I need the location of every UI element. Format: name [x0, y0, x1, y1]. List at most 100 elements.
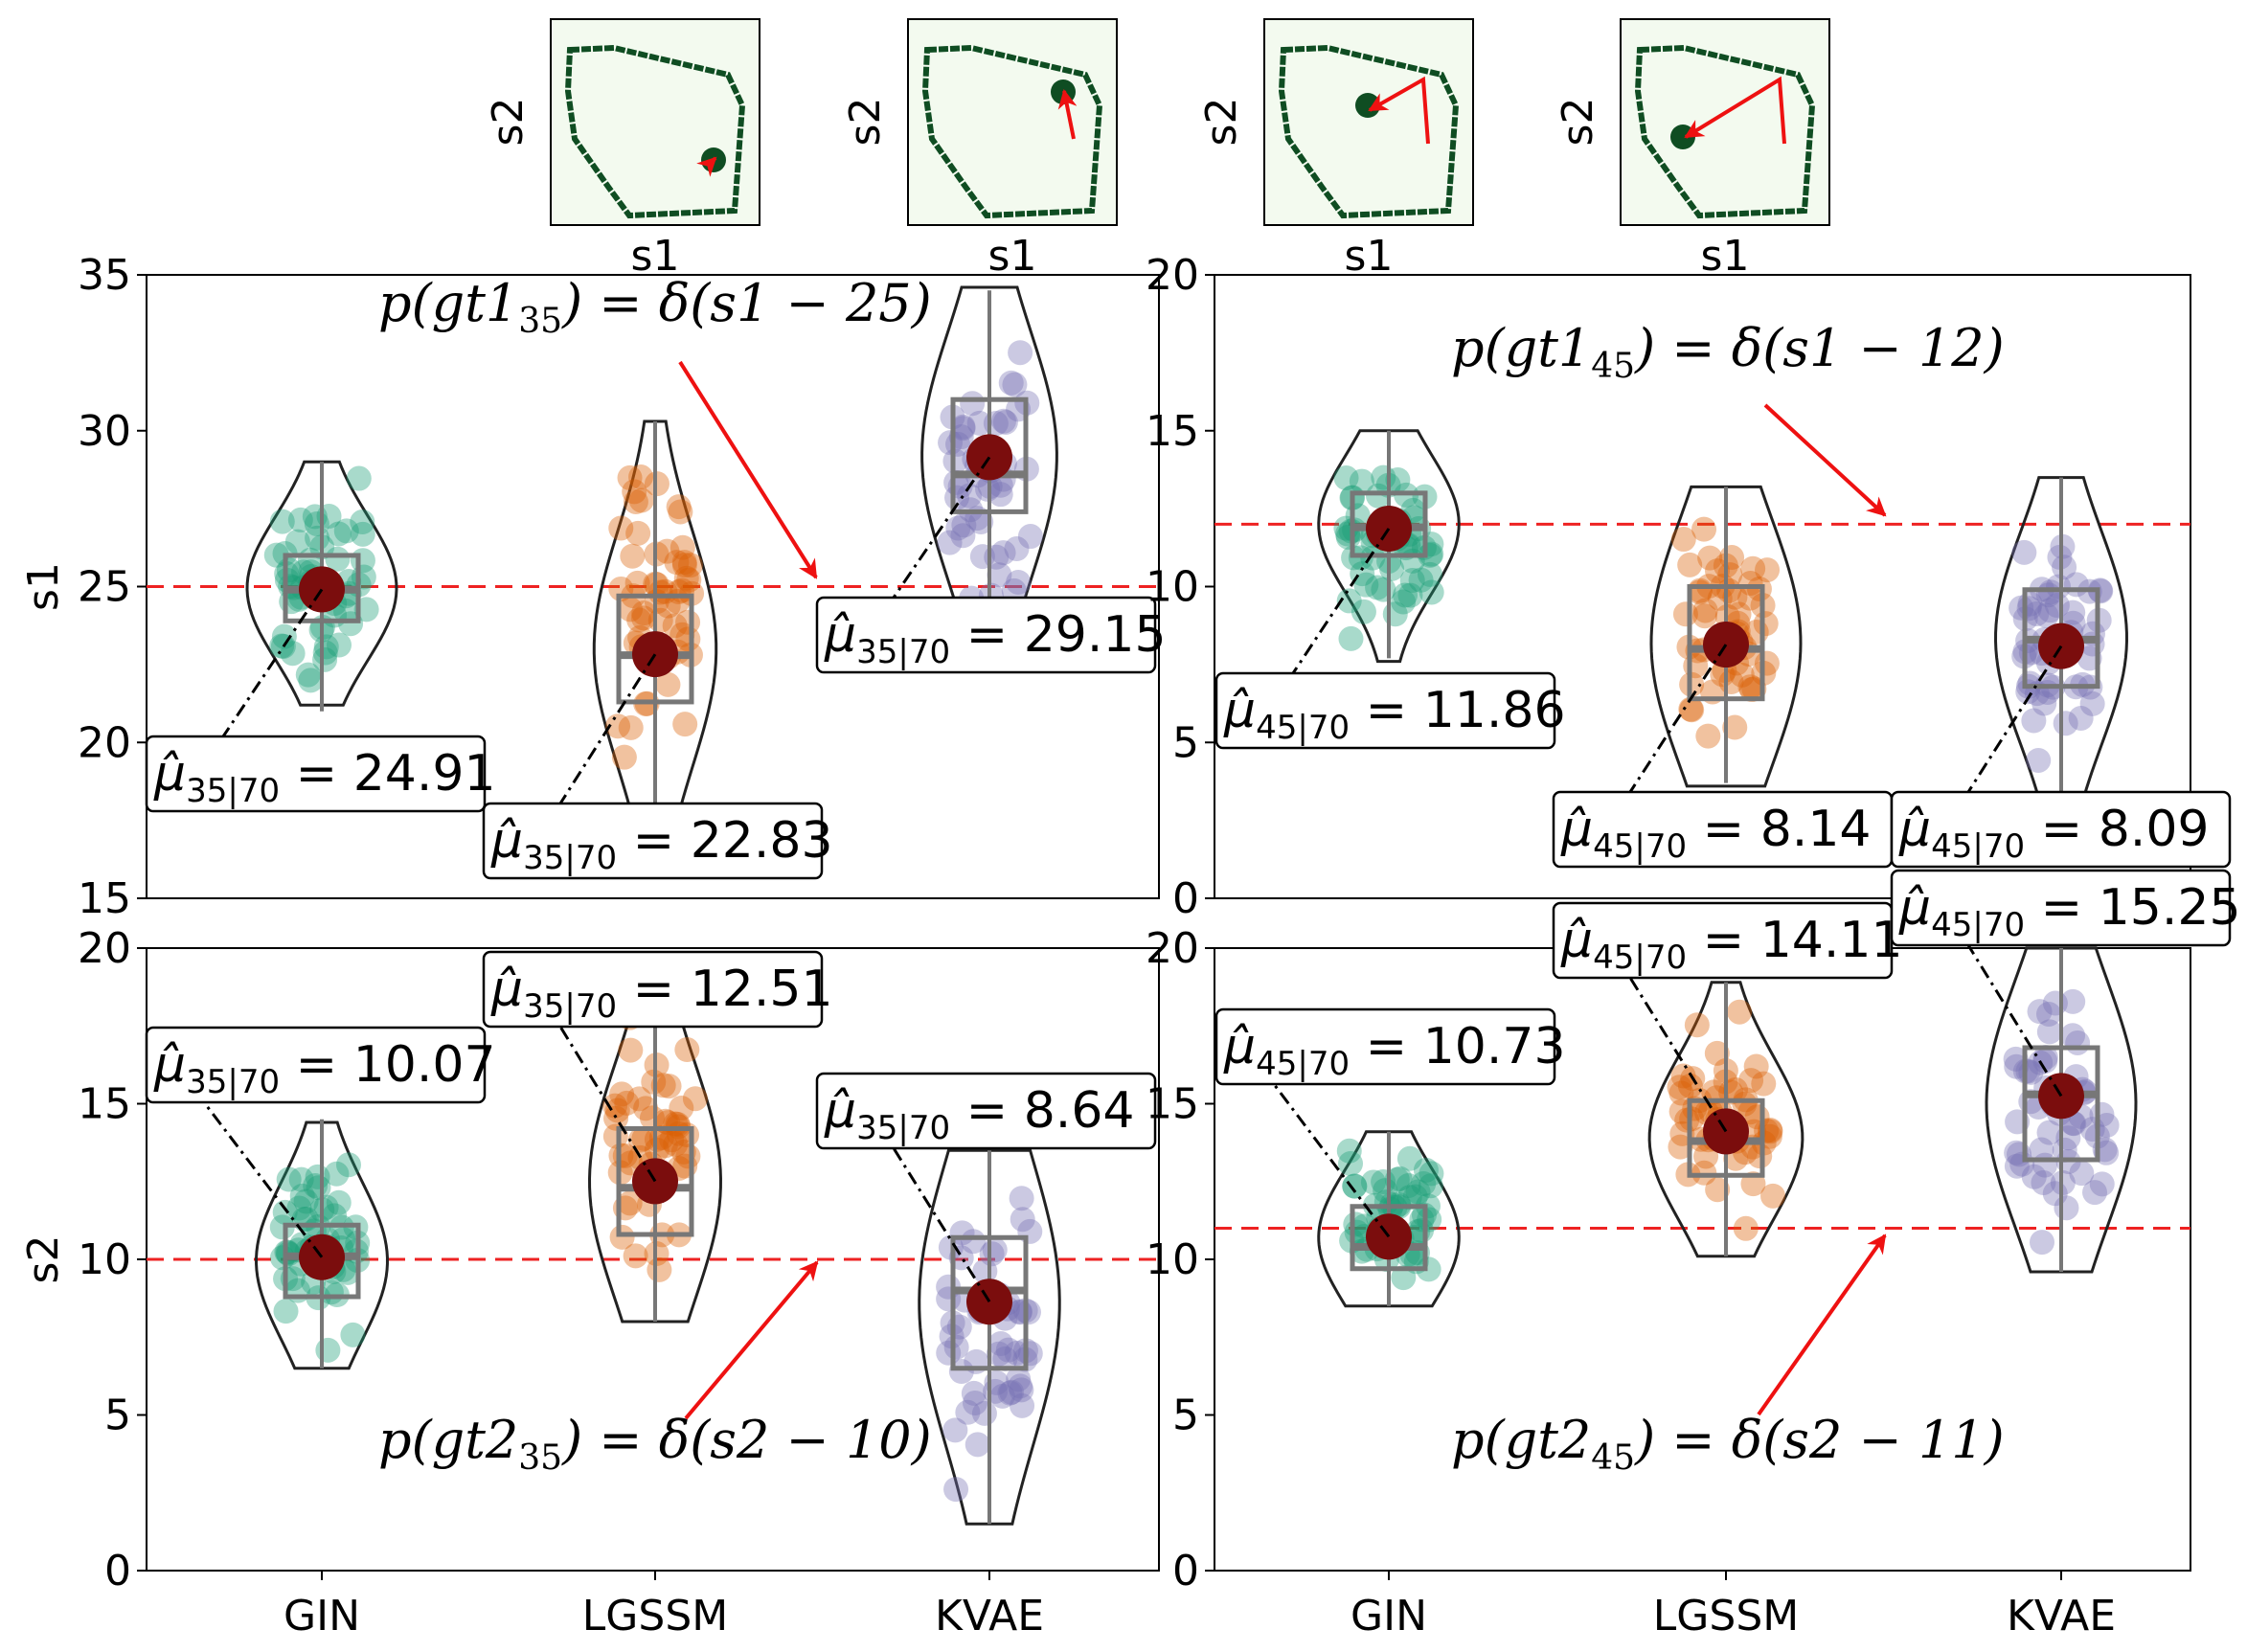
- sample-point: [631, 1125, 657, 1151]
- sample-point: [659, 1127, 685, 1153]
- sample-point: [1751, 1071, 1777, 1097]
- sample-point: [1384, 1166, 1410, 1192]
- violin-outline: [918, 1148, 1061, 1526]
- y-tick-label: 0: [104, 1547, 131, 1595]
- equals-sign: =: [280, 1036, 353, 1094]
- y-tick-label: 20: [78, 924, 131, 973]
- thumbnail-arrow: [1684, 76, 1786, 145]
- sample-point: [263, 542, 289, 568]
- sample-point: [1710, 662, 1736, 688]
- sample-point: [943, 1334, 969, 1360]
- sample-point: [968, 509, 994, 535]
- sample-point: [671, 553, 697, 578]
- sample-point: [1737, 570, 1763, 596]
- mean-label-value: 14.11: [1760, 912, 1903, 969]
- sample-point: [1387, 1165, 1413, 1191]
- sample-point: [1405, 1179, 1431, 1205]
- violin-outline: [255, 1120, 389, 1370]
- sample-point: [1365, 575, 1391, 600]
- sample-point: [2029, 1137, 2054, 1163]
- violin-outline: [1317, 429, 1461, 664]
- mean-label-text: μ̂35|70 = 12.51: [490, 961, 833, 1026]
- mu-hat: μ̂: [824, 1082, 856, 1140]
- sample-point: [623, 1243, 648, 1269]
- sample-point: [662, 613, 688, 639]
- sample-point: [2033, 602, 2059, 628]
- sample-point: [350, 548, 375, 574]
- sample-point: [992, 409, 1018, 435]
- sample-point: [655, 671, 681, 697]
- equals-sign: =: [2025, 879, 2099, 937]
- sample-point: [1418, 1173, 1443, 1199]
- gt-text-post: ) = δ(s2 − 10): [561, 1410, 932, 1470]
- sample-point: [1004, 536, 1030, 562]
- sample-point: [1409, 1217, 1435, 1243]
- mean-label-subscript: 35|70: [523, 987, 617, 1026]
- mean-label-box: [1890, 790, 2232, 869]
- mean-label-text: μ̂35|70 = 8.64: [824, 1082, 1135, 1147]
- mean-label-value: 8.14: [1760, 801, 1872, 858]
- mean-label-value: 29.15: [1024, 606, 1167, 664]
- sample-point: [639, 1105, 665, 1131]
- sample-point: [1670, 527, 1696, 553]
- y-tick-label: 5: [104, 1392, 131, 1440]
- sample-point: [628, 464, 654, 490]
- sample-point: [957, 483, 983, 509]
- mean-label-box: [145, 1026, 487, 1104]
- sample-point: [675, 626, 701, 652]
- sample-point: [304, 510, 329, 536]
- sample-point: [966, 410, 992, 436]
- sample-point: [1333, 465, 1359, 491]
- sample-point: [983, 411, 1009, 437]
- sample-point: [943, 1477, 969, 1503]
- gt-text-pre: p(gt2: [1451, 1410, 1591, 1470]
- sample-point: [1760, 1183, 1786, 1209]
- sample-point: [1729, 662, 1755, 688]
- x-tick-label-gin: GIN: [1350, 1592, 1427, 1641]
- box-body: [1350, 1204, 1428, 1272]
- sample-point: [1415, 1193, 1441, 1219]
- sample-point: [624, 570, 650, 596]
- sample-point: [285, 1278, 311, 1303]
- mean-label-value: 15.25: [2099, 879, 2241, 937]
- y-tick-label: 5: [1172, 718, 1199, 767]
- sample-point: [675, 609, 701, 635]
- sample-point: [1411, 1170, 1437, 1196]
- sample-point: [676, 567, 702, 593]
- sample-point: [269, 509, 295, 534]
- mean-label-value: 22.83: [691, 812, 833, 870]
- sample-point: [987, 482, 1013, 508]
- mean-label: μ̂35|70 = 10.07: [145, 1026, 496, 1104]
- sample-point: [1015, 1300, 1041, 1325]
- sample-point: [1396, 1145, 1422, 1171]
- sample-point: [1006, 1367, 1032, 1392]
- equals-sign: =: [617, 812, 691, 870]
- sample-point: [324, 1161, 350, 1187]
- mean-label-subscript: 45|70: [1256, 709, 1350, 747]
- mean-label-text: μ̂45|70 = 8.09: [1898, 801, 2210, 866]
- mu-hat: μ̂: [490, 812, 523, 870]
- violin-outline: [1317, 1130, 1461, 1308]
- thumbnail-frame: [550, 18, 760, 226]
- sample-point: [631, 600, 657, 626]
- gt-text-sub: 35: [518, 1438, 562, 1478]
- sample-point: [618, 1037, 644, 1063]
- gt-text-pre: p(gt1: [1451, 318, 1591, 378]
- sample-point: [1008, 1373, 1033, 1399]
- y-tick-label: 20: [78, 718, 131, 767]
- series-kvae: μ̂45|70 = 15.25: [1890, 869, 2241, 1274]
- mean-label-text: μ̂45|70 = 14.11: [1560, 912, 1903, 977]
- mean-label-subscript: 35|70: [186, 772, 280, 810]
- mean-label-box: [1214, 671, 1556, 750]
- sample-point: [961, 1380, 987, 1406]
- sample-point: [626, 607, 652, 633]
- sample-point: [1349, 468, 1374, 494]
- gt-text-pre: p(gt1: [378, 273, 518, 333]
- mean-label-subscript: 35|70: [856, 1109, 950, 1147]
- sample-point: [1391, 1265, 1417, 1291]
- mean-connector: [892, 456, 991, 599]
- sample-point: [350, 521, 375, 547]
